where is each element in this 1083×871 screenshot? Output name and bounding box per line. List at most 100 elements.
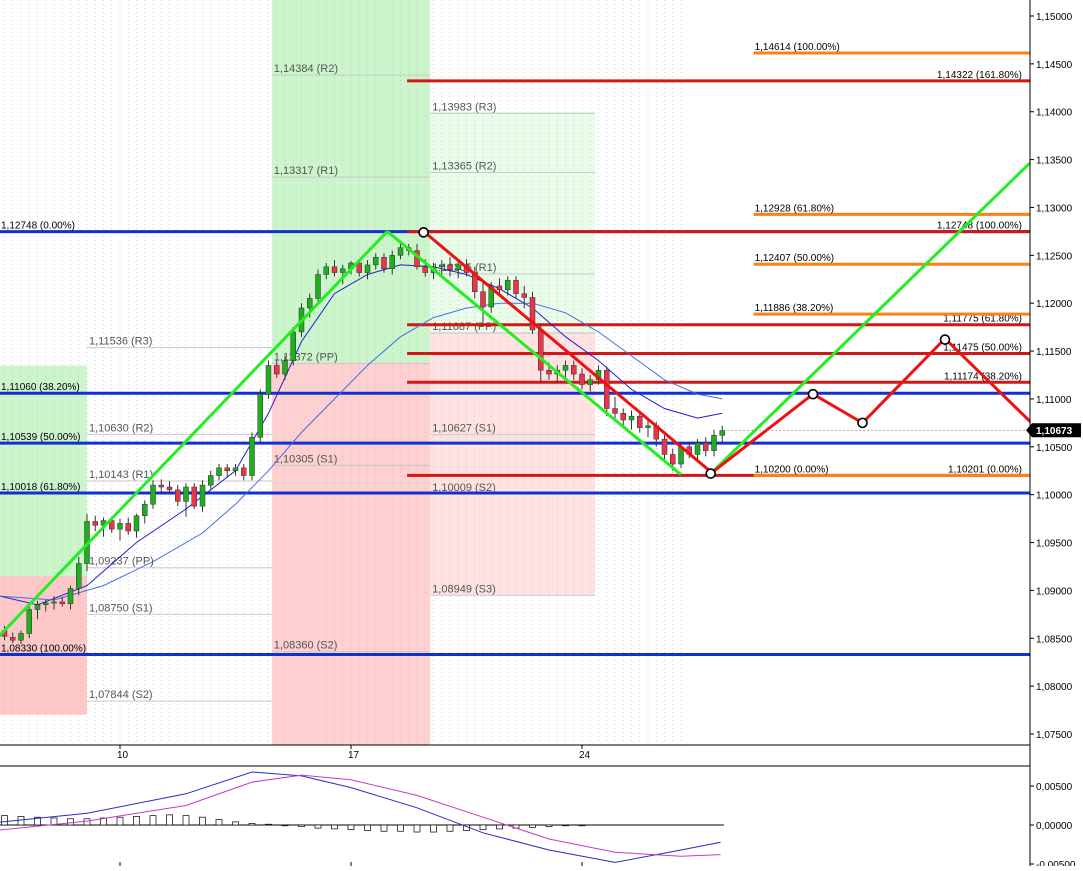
candle (562, 360, 569, 380)
fibonacci-label: 1,14322 (161.80%) (937, 70, 1022, 81)
oscillator-axis-tick-label: 0,00000 (1036, 821, 1073, 832)
candle-body (232, 467, 239, 471)
candle (191, 483, 197, 510)
candle (694, 439, 701, 461)
candle (645, 419, 651, 438)
candle (447, 257, 453, 277)
swing-marker (857, 417, 868, 429)
candle (166, 481, 173, 495)
candle (51, 596, 57, 610)
candle (620, 408, 626, 426)
candle-body (505, 279, 511, 291)
oscillator-histogram-bar (529, 824, 536, 828)
fibonacci-label: 1,10539 (50.00%) (1, 432, 81, 443)
candle (711, 429, 717, 457)
pivot-label: 1,11372 (PP) (274, 351, 338, 363)
y-axis-tick-label: 1,14000 (1036, 108, 1073, 119)
fibonacci-label: 1,08330 (100.00%) (1, 644, 86, 655)
candle (67, 585, 74, 610)
pivot-label: 1,08750 (S1) (89, 602, 153, 614)
pivot-label: 1,11687 (PP) (432, 321, 496, 333)
projection-path (709, 336, 1083, 476)
oscillator-histogram-bar (248, 823, 256, 826)
candle-body (191, 486, 197, 507)
projections (709, 109, 1083, 476)
candle-body (323, 266, 329, 275)
candle (59, 597, 65, 607)
y-axis-tick-label: 1,14500 (1036, 60, 1073, 71)
trend-line (422, 230, 712, 473)
pivot-label: 1,08949 (S3) (432, 583, 496, 595)
candle (241, 464, 247, 481)
candle (183, 483, 189, 517)
candle (389, 250, 395, 275)
candle-body (216, 467, 222, 476)
candle (703, 437, 709, 457)
candle (719, 425, 725, 443)
pivot-label: 1,13365 (R2) (432, 161, 496, 173)
candle (43, 599, 49, 612)
fibonacci-label: 1,10018 (61.80%) (1, 482, 81, 493)
candle (18, 630, 24, 645)
pivot-label: 1,10305 (S1) (274, 453, 338, 465)
candle-body (579, 373, 585, 385)
fibonacci-label: 1,12407 (50.00%) (755, 253, 835, 264)
candle-body (282, 360, 288, 375)
fibonacci-label: 1,11060 (38.20%) (1, 382, 80, 393)
fibonacci-label: 1,11775 (61.80%) (943, 314, 1022, 325)
candle-body (26, 609, 32, 634)
candle-body (224, 467, 230, 471)
oscillator-histogram-bar (116, 816, 124, 826)
oscillator-histogram-bar (397, 824, 404, 832)
oscillator-histogram-bar (1, 815, 8, 826)
oscillator-histogram-bar (133, 816, 140, 826)
pivot-label: 1,08360 (S2) (274, 640, 338, 652)
y-axis-tick-label: 1,15000 (1036, 12, 1073, 23)
candle (142, 500, 148, 524)
candle (290, 327, 296, 366)
fibonacci-label: 1,12748 (100.00%) (937, 221, 1022, 232)
candle (373, 253, 379, 270)
candle (224, 464, 230, 478)
y-axis-tick-label: 1,12000 (1036, 299, 1073, 310)
candle (92, 515, 98, 532)
oscillator-histogram-bar (232, 821, 239, 826)
current-price-tag (1026, 423, 1081, 438)
candle-body (142, 503, 148, 516)
moving-average-line (0, 302, 723, 601)
candle (579, 368, 585, 390)
candle (76, 556, 82, 596)
fibonacci-label: 1,10201 (0.00%) (948, 464, 1022, 475)
candle (257, 389, 263, 443)
y-axis-tick-label: 1,09500 (1036, 539, 1073, 550)
candle (661, 435, 668, 461)
y-axis-tick-label: 1,13500 (1036, 156, 1073, 167)
candle-body (529, 297, 536, 331)
oscillator-histogram-bar (545, 824, 553, 827)
pivot-label: 1,07844 (S2) (89, 689, 153, 701)
candle-body (620, 413, 626, 421)
oscillator-histogram-bar (413, 824, 421, 833)
candle-body (117, 523, 123, 530)
candle-body (158, 484, 164, 488)
oscillator-histogram-bar (67, 818, 74, 826)
candle (232, 464, 239, 476)
candle-body (488, 285, 494, 308)
candle (175, 485, 181, 507)
candle-body (76, 563, 82, 589)
candle-body (439, 264, 445, 268)
oscillator-histogram-bar (281, 824, 289, 827)
pivot-label: 1,10627 (S1) (432, 423, 496, 435)
oscillator-histogram-bar (265, 823, 272, 826)
candle (133, 513, 140, 538)
pivot-label: 1,11536 (R3) (89, 336, 152, 348)
candle (513, 276, 519, 299)
candle-body (265, 365, 272, 395)
oscillator-histogram-bar (50, 817, 58, 826)
candle (381, 253, 387, 273)
candle-body (604, 369, 610, 409)
candle (521, 285, 527, 308)
y-axis-tick-label: 1,13000 (1036, 203, 1073, 214)
